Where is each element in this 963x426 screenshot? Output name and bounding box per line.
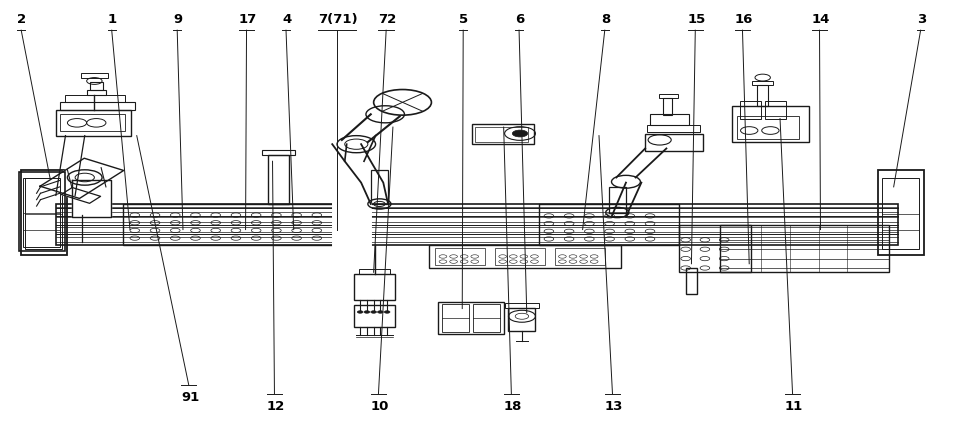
Text: 3: 3	[917, 13, 926, 26]
Text: 12: 12	[267, 399, 285, 412]
Bar	[435, 249, 485, 266]
Bar	[438, 302, 504, 334]
Bar	[757, 86, 768, 106]
Bar	[472, 124, 534, 145]
Bar	[442, 305, 469, 332]
Bar	[878, 170, 924, 256]
Bar	[663, 99, 672, 116]
Bar	[123, 204, 351, 245]
Circle shape	[364, 311, 370, 314]
Bar	[25, 179, 62, 249]
Bar	[56, 204, 898, 245]
Bar	[262, 150, 295, 155]
Text: 17: 17	[239, 13, 257, 26]
Polygon shape	[72, 181, 111, 217]
Bar	[765, 101, 786, 119]
Bar	[56, 111, 131, 136]
Text: 16: 16	[735, 13, 753, 26]
Text: 18: 18	[504, 399, 522, 412]
Circle shape	[357, 311, 363, 314]
Text: 9: 9	[173, 13, 182, 26]
Text: 6: 6	[515, 13, 525, 26]
Bar	[21, 170, 67, 256]
Text: 5: 5	[459, 13, 468, 26]
Bar	[60, 115, 125, 132]
Circle shape	[371, 311, 377, 314]
Polygon shape	[40, 159, 123, 199]
Bar	[737, 116, 799, 140]
Bar	[354, 274, 395, 300]
Text: 13: 13	[605, 399, 623, 412]
Bar	[650, 115, 689, 125]
Bar	[19, 173, 65, 251]
Bar	[647, 125, 700, 133]
Bar	[679, 226, 751, 273]
Bar	[645, 134, 703, 151]
Bar	[23, 179, 60, 247]
Text: 15: 15	[688, 13, 706, 26]
Text: 4: 4	[282, 13, 292, 26]
Bar	[359, 270, 390, 274]
Text: 2: 2	[17, 13, 26, 26]
Circle shape	[384, 311, 390, 314]
Bar	[81, 74, 108, 78]
Bar	[720, 226, 889, 273]
Circle shape	[377, 311, 383, 314]
Bar	[686, 268, 697, 294]
Text: 1: 1	[108, 13, 117, 26]
Text: 14: 14	[812, 13, 830, 26]
Bar	[882, 179, 919, 249]
Text: 11: 11	[785, 399, 803, 412]
Text: 72: 72	[378, 13, 397, 26]
Bar	[60, 103, 135, 111]
Bar	[659, 95, 678, 99]
Bar	[268, 155, 289, 204]
Bar	[752, 82, 773, 86]
Bar	[371, 170, 388, 204]
Bar	[354, 305, 395, 327]
Bar	[495, 249, 545, 266]
Circle shape	[512, 131, 528, 138]
Text: 10: 10	[371, 399, 389, 412]
Bar	[87, 91, 106, 96]
Bar	[473, 305, 500, 332]
Polygon shape	[62, 188, 100, 204]
Text: 91: 91	[181, 391, 199, 403]
Bar	[609, 187, 626, 213]
Bar	[65, 95, 125, 103]
Bar	[90, 83, 103, 91]
Bar	[740, 101, 761, 119]
Text: 8: 8	[601, 13, 611, 26]
Bar	[429, 245, 621, 268]
Bar	[732, 106, 809, 143]
Text: 7(71): 7(71)	[318, 13, 357, 26]
Bar	[539, 204, 679, 245]
Bar	[508, 308, 535, 331]
Bar	[555, 249, 605, 266]
Bar	[505, 304, 539, 308]
Bar	[475, 128, 528, 143]
